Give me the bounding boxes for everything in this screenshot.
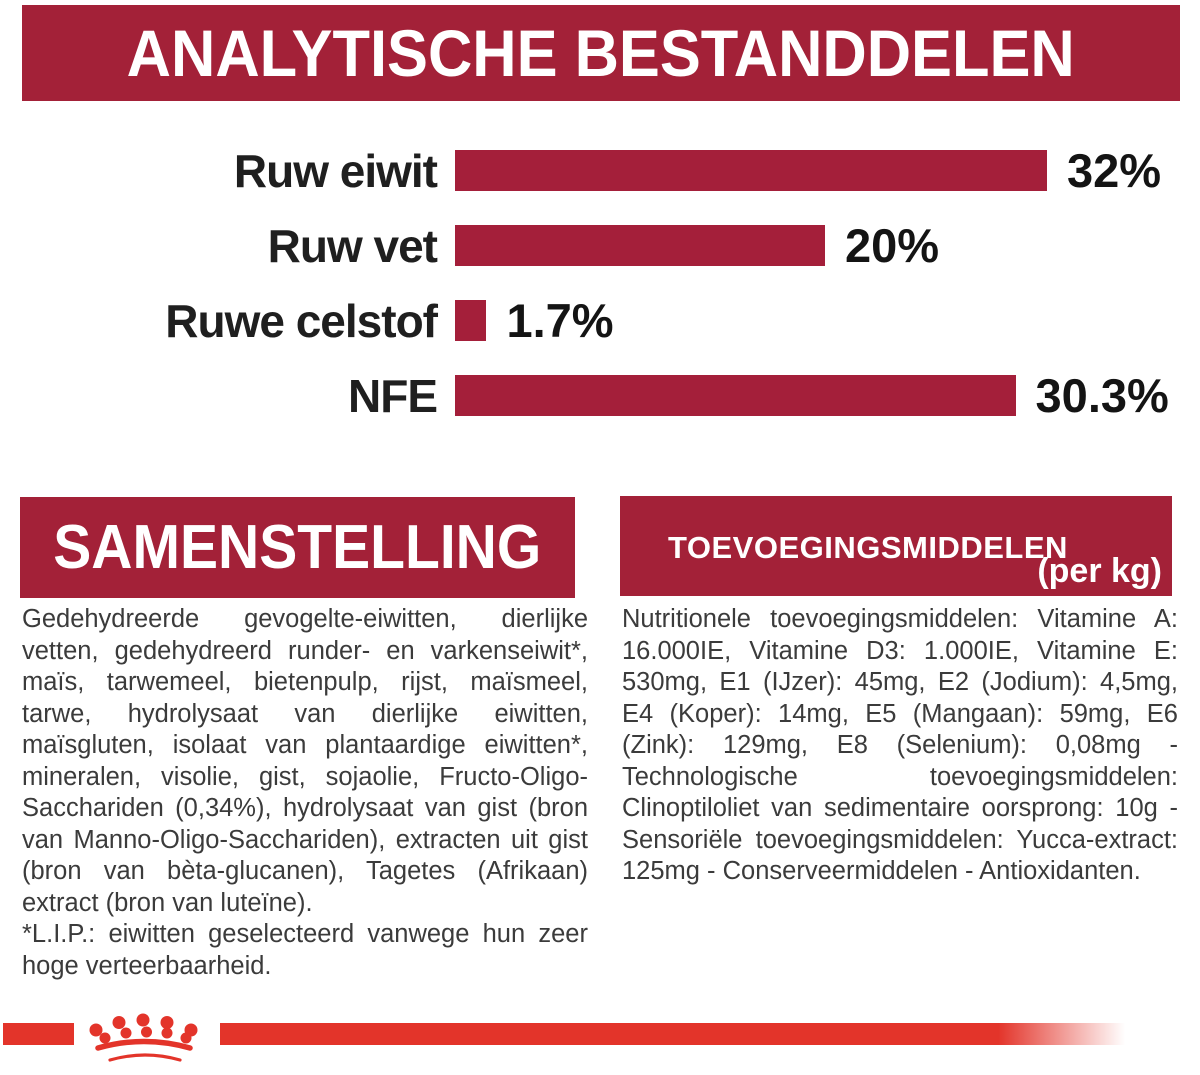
- bar-ruw-eiwit: [455, 150, 1047, 191]
- additives-header: TOEVOEGINGSMIDDELEN (per kg): [620, 496, 1172, 596]
- chart-value-label-nfe: 30.3%: [1035, 369, 1169, 422]
- chart-category-label-ruwe-celstof: Ruwe celstof: [165, 294, 438, 347]
- chart-row-nfe: NFE 30.3%: [0, 358, 1200, 433]
- composition-title: SAMENSTELLING: [53, 513, 542, 582]
- bar-nfe: [455, 375, 1016, 416]
- composition-ingredients-text: Gedehydreerde gevogelte-eiwitten, dierli…: [22, 605, 588, 917]
- royal-canin-crown-icon: [89, 1013, 198, 1062]
- chart-row-ruw-vet: Ruw vet 20%: [0, 208, 1200, 283]
- analytical-components-header: ANALYTISCHE BESTANDDELEN: [22, 5, 1180, 101]
- chart-value-label-ruw-vet: 20%: [845, 219, 940, 272]
- chart-category-label-ruw-vet: Ruw vet: [267, 219, 438, 272]
- footer-ribbon-right: [220, 1023, 1125, 1045]
- bar-ruw-vet: [455, 225, 825, 266]
- chart-category-label-ruw-eiwit: Ruw eiwit: [233, 144, 438, 197]
- composition-text-block: Gedehydreerde gevogelte-eiwitten, dierli…: [22, 604, 588, 982]
- analytical-components-title: ANALYTISCHE BESTANDDELEN: [126, 16, 1076, 90]
- chart-value-label-ruw-eiwit: 32%: [1067, 144, 1162, 197]
- additives-text: Nutritionele toevoegingsmiddelen: Vitami…: [622, 605, 1178, 885]
- additives-text-block: Nutritionele toevoegingsmiddelen: Vitami…: [622, 604, 1178, 888]
- chart-value-label-ruwe-celstof: 1.7%: [506, 294, 614, 347]
- footer-ribbon-left: [3, 1023, 74, 1045]
- chart-row-ruw-eiwit: Ruw eiwit 32%: [0, 133, 1200, 208]
- bar-ruwe-celstof: [455, 300, 487, 341]
- chart-category-label-nfe: NFE: [348, 369, 438, 422]
- composition-footnote-text: *L.I.P.: eiwitten geselecteerd vanwege h…: [22, 920, 588, 980]
- analytical-bar-chart: Ruw eiwit 32% Ruw vet 20% Ruwe celstof 1.7% NF…: [0, 133, 1200, 433]
- chart-row-ruwe-celstof: Ruwe celstof 1.7%: [0, 283, 1200, 358]
- additives-unit-label: (per kg): [1037, 552, 1162, 590]
- composition-header: SAMENSTELLING: [20, 497, 575, 598]
- additives-title: TOEVOEGINGSMIDDELEN: [668, 530, 1068, 565]
